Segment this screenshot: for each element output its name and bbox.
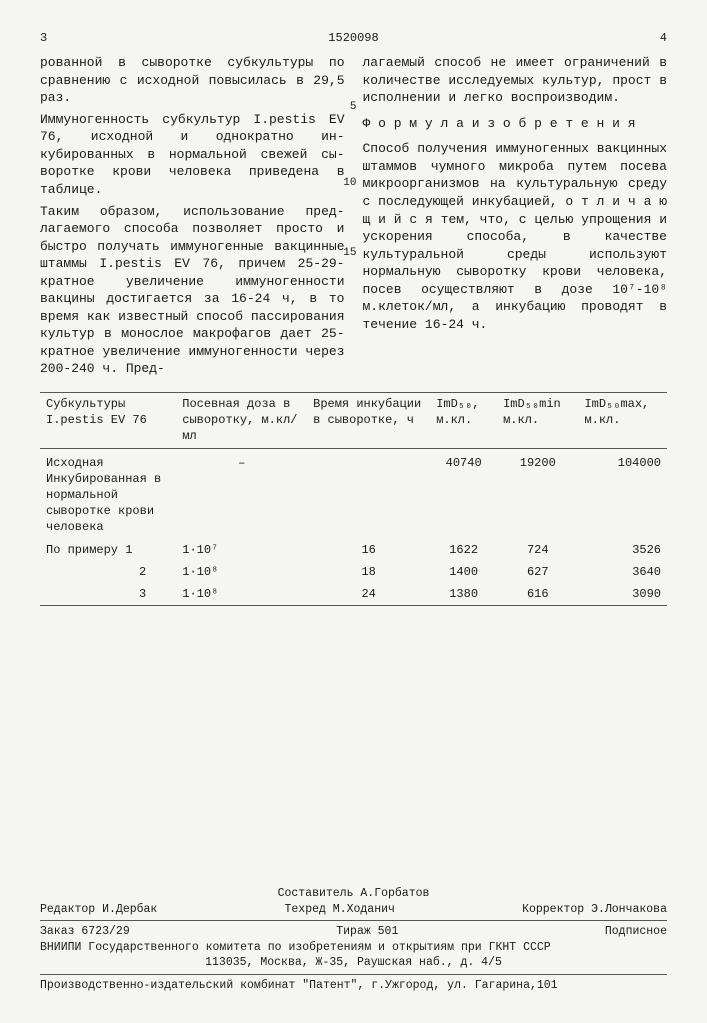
cell: 1·10⁷ [176,539,307,561]
cell: 3640 [578,561,667,583]
cell: 1380 [430,583,497,606]
cell: 3090 [578,583,667,606]
cell: 1·10⁸ [176,583,307,606]
cell: 40740 [430,448,497,538]
page-header: 3 1520098 4 [40,30,667,46]
data-table: Субкультуры I.pestis EV 76 Посевная доза… [40,392,667,606]
cell: 1·10⁸ [176,561,307,583]
left-column: рованной в сыворотке субкультуры по срав… [40,54,345,382]
table-row: По примеру 1 1·10⁷ 16 1622 724 3526 [40,539,667,561]
text-columns: рованной в сыворотке субкультуры по срав… [40,54,667,382]
subscription: Подписное [605,924,667,940]
cell [307,448,430,538]
th-5: ImD₅₀max, м.кл. [578,393,667,449]
cell: 16 [307,539,430,561]
footer-order: Заказ 6723/29 Тираж 501 Подписное [40,924,667,940]
tirazh: Тираж 501 [336,924,398,940]
cell: Исходная Инкубированная в нормальной сыв… [40,448,176,538]
cell: 1622 [430,539,497,561]
table-row: 3 1·10⁸ 24 1380 616 3090 [40,583,667,606]
cell: 18 [307,561,430,583]
th-1: Посевная доза в сыворотку, м.кл/мл [176,393,307,449]
tehred: Техред М.Ходанич [284,902,394,918]
right-para-1: лагаемый способ не имеет ограничений в к… [363,54,668,107]
right-column: лагаемый способ не имеет ограничений в к… [363,54,668,382]
compositor: Составитель А.Горбатов [40,886,667,902]
cell: 24 [307,583,430,606]
cell: – [176,448,307,538]
cell: По примеру 1 [40,539,176,561]
cell: 3 [40,583,176,606]
cell: 3526 [578,539,667,561]
page-num-left: 3 [40,30,47,46]
th-2: Время ин­кубации в сыворотке, ч [307,393,430,449]
right-para-2: Способ получения иммуногенных вакцинных … [363,140,668,333]
th-4: ImD₅₀min м.кл. [497,393,578,449]
cell: 627 [497,561,578,583]
address: 113035, Москва, Ж-35, Раушская наб., д. … [40,955,667,971]
cell: 1400 [430,561,497,583]
cell: 616 [497,583,578,606]
cell: 19200 [497,448,578,538]
left-para-3: Таким образом, использование пред­лагаем… [40,203,345,378]
cell: 104000 [578,448,667,538]
table-body: Исходная Инкубированная в нормальной сыв… [40,448,667,606]
doc-number: 1520098 [328,30,378,46]
cell: 2 [40,561,176,583]
order: Заказ 6723/29 [40,924,130,940]
cell: 724 [497,539,578,561]
left-para-1: рованной в сыворотке субкультуры по срав… [40,54,345,107]
footer: Составитель А.Горбатов Редактор И.Дербак… [40,886,667,993]
line-number-15: 15 [343,246,356,261]
th-3: ImD₅₀, м.кл. [430,393,497,449]
corrector: Корректор Э.Лончакова [522,902,667,918]
line-number-10: 10 [343,176,356,191]
footer-credits: Редактор И.Дербак Техред М.Ходанич Корре… [40,902,667,918]
th-0: Субкультуры I.pestis EV 76 [40,393,176,449]
left-para-2: Иммуногенность субкультур I.pes­tis EV 7… [40,111,345,199]
org: ВНИИПИ Государственного комитета по изоб… [40,940,667,956]
line-number-5: 5 [350,100,357,115]
table-header-row: Субкультуры I.pestis EV 76 Посевная доза… [40,393,667,449]
formula-label: Ф о р м у л а и з о б р е т е н и я [363,115,668,133]
editor: Редактор И.Дербак [40,902,157,918]
page-num-right: 4 [660,30,667,46]
table-row: 2 1·10⁸ 18 1400 627 3640 [40,561,667,583]
production: Производственно-издательский комбинат "П… [40,978,667,994]
table-row: Исходная Инкубированная в нормальной сыв… [40,448,667,538]
